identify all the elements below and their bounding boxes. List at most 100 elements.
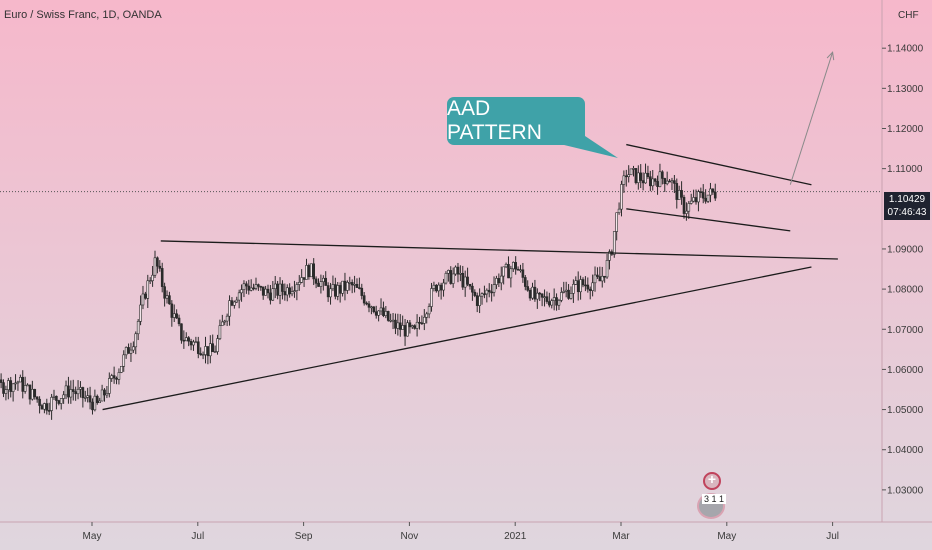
- candle-body: [62, 394, 65, 399]
- candle-body: [540, 293, 544, 298]
- candle-body: [184, 337, 188, 342]
- y-tick-label: 1.04000: [887, 445, 924, 456]
- candle-body: [40, 405, 44, 410]
- y-tick-label: 1.09000: [887, 244, 924, 255]
- candle-body: [305, 265, 308, 280]
- candle-body: [201, 354, 205, 356]
- candle-body: [257, 284, 260, 287]
- current-price-tag: 1.10429 07:46:43: [884, 192, 930, 220]
- candle-body: [560, 292, 563, 301]
- candle-body: [249, 287, 253, 291]
- candle-body: [562, 290, 566, 293]
- candle-body: [146, 280, 150, 299]
- candle-body: [627, 174, 630, 177]
- candle-body: [33, 388, 37, 398]
- candle-body: [355, 283, 359, 288]
- candle-body: [317, 283, 320, 287]
- candle-body: [427, 306, 431, 315]
- candle-body: [665, 180, 669, 185]
- candle-body: [473, 291, 477, 296]
- candle-body: [245, 283, 248, 287]
- candle-body: [680, 190, 683, 198]
- candle-body: [374, 311, 378, 316]
- candle-body: [519, 269, 522, 272]
- y-tick-label: 1.11000: [887, 164, 923, 175]
- candle-body: [591, 282, 594, 291]
- candle-body: [233, 301, 236, 306]
- candle-body: [644, 172, 647, 184]
- x-tick-label: May: [717, 531, 736, 542]
- candle-body: [668, 180, 671, 183]
- candle-body: [271, 288, 275, 301]
- candle-body: [435, 284, 438, 292]
- candle-body: [579, 279, 582, 293]
- candle-body: [459, 272, 462, 275]
- candle-body: [261, 286, 265, 296]
- candle-body: [336, 285, 340, 297]
- candle-body: [437, 284, 441, 292]
- candle-body: [158, 265, 162, 269]
- candle-body: [283, 291, 287, 296]
- candle-body: [67, 385, 70, 398]
- candle-body: [528, 289, 532, 299]
- candle-body: [134, 333, 138, 348]
- candle-body: [538, 292, 542, 295]
- candle-body: [444, 273, 448, 284]
- candle-body: [0, 379, 3, 383]
- candle-body: [326, 285, 330, 298]
- candle-body: [663, 178, 667, 185]
- y-tick-label: 1.05000: [887, 405, 924, 416]
- candle-body: [490, 291, 493, 294]
- candle-body: [677, 190, 681, 200]
- candle-body: [35, 396, 39, 400]
- candle-body: [699, 191, 703, 193]
- candle-body: [14, 382, 17, 385]
- candle-body: [466, 276, 469, 285]
- candle-body: [112, 375, 116, 379]
- candle-body: [418, 321, 421, 324]
- candle-body: [300, 277, 303, 283]
- candle-body: [319, 281, 323, 287]
- candle-body: [199, 353, 202, 356]
- candle-body: [76, 388, 80, 395]
- candle-body: [50, 397, 53, 411]
- candle-body: [141, 293, 145, 306]
- candle-body: [632, 168, 635, 170]
- candle-body: [69, 389, 73, 398]
- candle-body: [704, 197, 707, 202]
- candle-body: [564, 289, 568, 292]
- candle-body: [264, 288, 267, 296]
- candle-body: [136, 321, 140, 335]
- candle-body: [533, 286, 537, 300]
- candle-body: [598, 276, 602, 282]
- candle-body: [172, 313, 176, 318]
- candle-body: [420, 322, 424, 325]
- candle-body: [574, 280, 578, 285]
- candle-body: [11, 383, 15, 392]
- candle-body: [408, 322, 412, 328]
- candle-body: [709, 188, 712, 196]
- candle-body: [514, 262, 517, 270]
- candle-body: [117, 372, 121, 380]
- candle-body: [502, 266, 505, 277]
- candle-body: [346, 282, 349, 291]
- candle-body: [127, 347, 130, 354]
- candle-body: [687, 203, 691, 212]
- candle-body: [576, 280, 580, 293]
- candle-body: [43, 403, 46, 410]
- swiss-flag-icon[interactable]: [703, 471, 721, 490]
- candle-body: [425, 313, 429, 318]
- candle-body: [670, 180, 674, 183]
- candle-body: [649, 176, 652, 187]
- candle-body: [410, 325, 414, 328]
- candle-body: [338, 285, 342, 294]
- candle-body: [401, 325, 404, 330]
- candle-body: [329, 288, 332, 298]
- events-count-label: 3 1 1: [702, 494, 727, 504]
- candle-body: [206, 346, 210, 357]
- candle-body: [211, 343, 215, 353]
- candle-body: [225, 315, 229, 322]
- candle-body: [343, 280, 347, 291]
